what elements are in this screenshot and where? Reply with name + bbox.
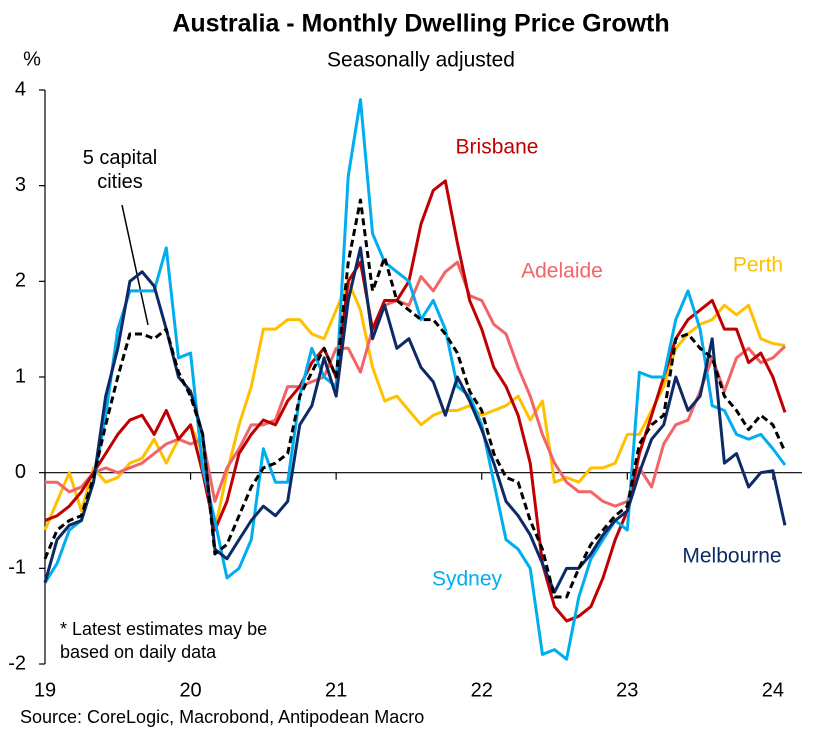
x-tick-label: 22 <box>471 679 493 701</box>
x-tick-label: 24 <box>762 679 784 701</box>
footnote: * Latest estimates may be based on daily… <box>60 619 268 662</box>
y-tick-label: 2 <box>15 270 26 292</box>
series-line <box>43 246 787 594</box>
series-label: Brisbane <box>456 136 539 159</box>
annotation-leader <box>121 204 149 326</box>
y-tick-label: -2 <box>8 652 26 674</box>
chart-subtitle: Seasonally adjusted <box>327 49 515 72</box>
x-tick-label: 20 <box>179 679 201 701</box>
x-tick-label: 21 <box>325 679 347 701</box>
series-line <box>43 279 786 532</box>
series-line <box>44 179 787 623</box>
y-tick-label: 3 <box>15 174 26 196</box>
series-label: Sydney <box>432 568 503 591</box>
y-tick-label: -1 <box>8 557 26 579</box>
series-line <box>43 198 787 599</box>
source: Source: CoreLogic, Macrobond, Antipodean… <box>20 707 424 727</box>
series-label: Adelaide <box>521 260 603 283</box>
y-tick-label: 1 <box>15 365 26 387</box>
x-tick-label: 23 <box>616 679 638 701</box>
series-line <box>43 98 787 661</box>
y-tick-label: 4 <box>15 78 26 100</box>
series-label: 5 capital cities <box>82 147 158 193</box>
y-axis-label: % <box>23 48 41 70</box>
series-label: Perth <box>733 254 783 277</box>
series-line <box>45 260 787 508</box>
y-tick-label: 0 <box>15 461 26 483</box>
chart-title: Australia - Monthly Dwelling Price Growt… <box>172 10 669 38</box>
series-label: Melbourne <box>682 545 781 568</box>
x-tick-label: 19 <box>34 679 56 701</box>
